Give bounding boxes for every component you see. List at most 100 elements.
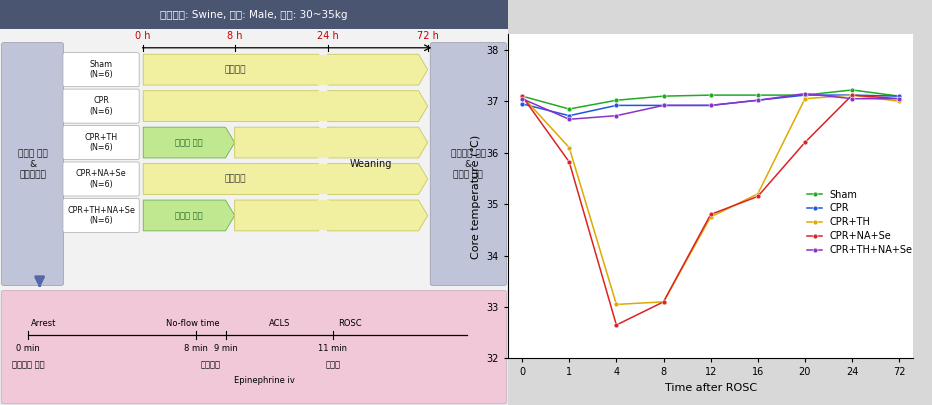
Polygon shape [144,127,235,158]
Text: 9 min: 9 min [214,344,238,353]
CPR+TH+NA+Se [516,96,528,101]
FancyBboxPatch shape [2,290,506,404]
CPR+TH+NA+Se [800,91,811,96]
Text: 0 h: 0 h [135,31,151,41]
CPR+TH [752,192,763,196]
CPR+TH+NA+Se [706,103,717,108]
CPR+TH+NA+Se [752,98,763,103]
Text: 실험동물: Swine, 성별: Male, 체중: 30~35kg: 실험동물: Swine, 성별: Male, 체중: 30~35kg [160,10,348,19]
Sham [800,93,811,98]
Sham [610,98,622,103]
Polygon shape [144,54,328,85]
CPR+TH [564,145,575,150]
CPR+NA+Se [610,322,622,327]
Text: 심정지 유도
&
심폐소생술: 심정지 유도 & 심폐소생술 [18,149,48,179]
FancyBboxPatch shape [63,53,139,87]
CPR+TH [846,93,857,98]
Text: CPR+TH+NA+Se
(N=6): CPR+TH+NA+Se (N=6) [67,206,135,225]
Polygon shape [235,127,328,158]
Y-axis label: Core temperature (℃): Core temperature (℃) [471,134,481,258]
FancyBboxPatch shape [0,29,508,290]
Sham [706,93,717,98]
CPR+NA+Se [658,299,669,304]
Polygon shape [328,54,428,85]
CPR+TH [800,96,811,101]
Text: 신경학적 검진
&
뇌조직 채취: 신경학적 검진 & 뇌조직 채취 [451,149,486,179]
FancyBboxPatch shape [63,89,139,123]
Text: Epinephrine iv: Epinephrine iv [234,376,295,385]
Sham [516,94,528,98]
Line: CPR+NA+Se: CPR+NA+Se [520,93,901,327]
Text: 24 h: 24 h [317,31,338,41]
Sham [564,107,575,111]
Text: CPR
(N=6): CPR (N=6) [89,96,113,116]
Sham [846,87,857,92]
Text: 8 h: 8 h [226,31,242,41]
CPR+NA+Se [894,96,905,101]
Text: 홈부압박: 홈부압박 [200,360,221,369]
CPR+TH [706,215,717,220]
CPR [658,103,669,108]
Text: ROSC: ROSC [337,319,362,328]
FancyBboxPatch shape [431,43,506,286]
Legend: Sham, CPR, CPR+TH, CPR+NA+Se, CPR+TH+NA+Se: Sham, CPR, CPR+TH, CPR+NA+Se, CPR+TH+NA+… [803,185,916,259]
Polygon shape [328,164,428,194]
FancyBboxPatch shape [63,126,139,160]
Text: No-flow time: No-flow time [166,319,220,328]
Sham [658,94,669,98]
CPR+TH+NA+Se [894,96,905,101]
CPR+TH [516,94,528,98]
Line: CPR+TH: CPR+TH [520,93,901,307]
CPR [610,103,622,108]
X-axis label: Time after ROSC: Time after ROSC [665,383,757,393]
Polygon shape [318,55,329,85]
CPR+TH [894,99,905,104]
FancyBboxPatch shape [63,198,139,232]
Text: Weaning: Weaning [350,159,392,169]
Polygon shape [318,91,329,121]
Polygon shape [318,164,329,194]
FancyBboxPatch shape [0,0,508,405]
CPR+TH+NA+Se [658,103,669,108]
CPR+TH+NA+Se [564,117,575,122]
Text: 0 min: 0 min [16,344,40,353]
CPR [706,103,717,108]
Sham [894,94,905,98]
Polygon shape [144,164,328,194]
CPR [752,98,763,103]
Text: 제세동: 제세동 [325,360,340,369]
CPR [564,113,575,118]
Polygon shape [235,200,328,231]
CPR [894,94,905,98]
Text: 저체온 적용: 저체온 적용 [175,138,203,147]
Text: CPR+NA+Se
(N=6): CPR+NA+Se (N=6) [75,169,127,189]
CPR+TH+NA+Se [846,96,857,101]
Text: ACLS: ACLS [268,319,290,328]
CPR [516,101,528,106]
FancyBboxPatch shape [63,162,139,196]
Text: CPR+TH
(N=6): CPR+TH (N=6) [85,133,117,152]
Text: 실험동물 준비: 실험동물 준비 [11,360,44,369]
Text: 정상체온: 정상체온 [225,65,246,74]
CPR+TH+NA+Se [610,113,622,118]
CPR [800,93,811,98]
CPR+NA+Se [564,160,575,164]
CPR+NA+Se [706,212,717,217]
Polygon shape [318,200,329,230]
Text: Arrest: Arrest [31,319,56,328]
Polygon shape [328,200,428,231]
CPR+TH [610,302,622,307]
Text: 8 min: 8 min [184,344,208,353]
Line: CPR+TH+NA+Se: CPR+TH+NA+Se [520,91,901,122]
CPR [846,93,857,98]
Polygon shape [144,91,328,122]
CPR+NA+Se [516,94,528,98]
Polygon shape [144,200,235,231]
Line: CPR: CPR [520,93,901,118]
Polygon shape [328,91,428,122]
Text: 72 h: 72 h [417,31,439,41]
FancyBboxPatch shape [2,43,63,286]
Sham [752,93,763,98]
CPR+NA+Se [752,194,763,199]
Text: 11 min: 11 min [318,344,348,353]
